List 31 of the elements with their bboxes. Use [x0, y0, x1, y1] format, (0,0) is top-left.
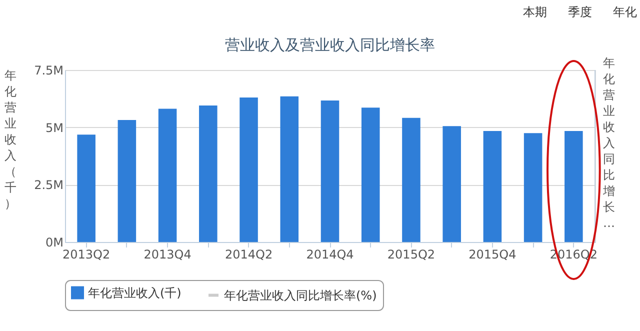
- x-tick-label: 2013Q4: [144, 248, 192, 262]
- bar: [524, 133, 542, 242]
- legend-label: 年化营业收入同比增长率(%): [224, 288, 377, 302]
- bar: [320, 100, 340, 242]
- bar: [483, 131, 502, 242]
- x-tick-label: 2014Q2: [224, 248, 273, 262]
- bar: [199, 106, 218, 242]
- y-tick-label: 2.5M: [34, 178, 64, 192]
- bar: [442, 126, 461, 242]
- x-tick-label: 2014Q4: [306, 248, 354, 262]
- text: 年化营业收入（千）: [4, 68, 16, 210]
- bar: [118, 120, 136, 242]
- text: 年化营业收入同比增长…: [603, 56, 615, 230]
- x-tick-label: 2013Q2: [62, 248, 110, 262]
- chart-title: 营业收入及营业收入同比增长率: [225, 36, 435, 54]
- x-tick-label: 2015Q2: [387, 248, 436, 262]
- x-tick-label: 2015Q4: [468, 248, 516, 262]
- bar: [240, 98, 258, 242]
- bar: [361, 108, 380, 242]
- text: 年化: [613, 5, 637, 19]
- y-tick-label: 0M: [46, 236, 64, 250]
- bar: [77, 134, 96, 242]
- bar: [280, 96, 299, 242]
- y-tick-label: 7.5M: [34, 64, 64, 78]
- text: 季度: [568, 5, 592, 19]
- bar: [564, 131, 583, 242]
- text: 本期: [523, 5, 547, 19]
- bar: [158, 108, 177, 242]
- legend-label: 年化营业收入(千): [88, 286, 182, 300]
- y-tick-label: 5M: [46, 120, 64, 135]
- bar: [402, 118, 420, 242]
